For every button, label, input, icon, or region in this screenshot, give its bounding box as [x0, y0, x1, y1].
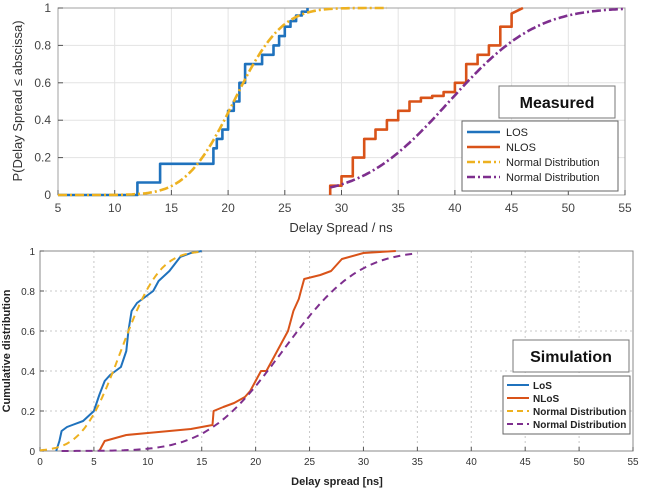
- simulation-x-tick-label: 5: [91, 457, 97, 468]
- simulation-series-los-0: [55, 250, 202, 452]
- legend-label-normal-nlos: Normal Distribution: [506, 172, 600, 184]
- simulation-y-tick-label: 0.6: [21, 327, 35, 338]
- measured-x-tick-label: 10: [108, 201, 122, 215]
- legend-label-normal-los-sim: Normal Distribution: [533, 407, 626, 418]
- measured-y-label: P(Delay Spread ≤ abscissa): [10, 20, 25, 181]
- measured-x-tick-label: 40: [448, 201, 462, 215]
- simulation-x-tick-label: 30: [358, 457, 370, 468]
- measured-x-ticks: 5 10 15 20 25 30 35 40 45 50 55: [55, 190, 632, 215]
- measured-y-tick-label: 1: [44, 1, 51, 15]
- measured-x-tick-label: 15: [165, 201, 179, 215]
- legend-label-nlos: NLOS: [506, 142, 536, 154]
- simulation-x-tick-label: 35: [412, 457, 424, 468]
- simulation-y-tick-label: 0: [29, 447, 35, 458]
- simulation-plot-frame: [39, 250, 634, 452]
- measured-y-tick-label: 0.4: [34, 113, 51, 127]
- simulation-y-tick-label: 0.2: [21, 407, 35, 418]
- legend-label-normal-nlos-sim: Normal Distribution: [533, 420, 626, 431]
- measured-series-normal-distribution-2: [58, 6, 387, 197]
- measured-tag: Measured: [520, 95, 595, 112]
- measured-x-tick-label: 45: [505, 201, 519, 215]
- simulation-tag: Simulation: [530, 349, 612, 366]
- simulation-x-tick-label: 55: [627, 457, 639, 468]
- simulation-y-ticks: 0 0.2 0.4 0.6 0.8 1: [21, 247, 44, 458]
- simulation-x-label: Delay spread [ns]: [291, 476, 383, 488]
- simulation-series: [39, 250, 418, 452]
- simulation-x-tick-label: 25: [304, 457, 316, 468]
- simulation-y-tick-label: 1: [29, 247, 35, 258]
- simulation-x-tick-label: 20: [250, 457, 262, 468]
- measured-series-los-0: [58, 8, 309, 197]
- legend-label-nlos-sim: NLoS: [533, 394, 559, 405]
- measured-y-ticks: 0 0.2 0.4 0.6 0.8 1: [34, 1, 63, 202]
- simulation-y-tick-label: 0.4: [21, 367, 35, 378]
- simulation-x-tick-label: 50: [574, 457, 586, 468]
- measured-y-tick-label: 0: [44, 188, 51, 202]
- measured-x-tick-label: 25: [278, 201, 292, 215]
- measured-series-nlos-1: [328, 6, 524, 195]
- measured-y-tick-label: 0.6: [34, 76, 51, 90]
- legend-label-normal-los: Normal Distribution: [506, 157, 600, 169]
- measured-y-tick-label: 0.2: [34, 151, 51, 165]
- measured-x-tick-label: 5: [55, 201, 62, 215]
- measured-chart: 5 10 15 20 25 30 35 40 45 50 55 0 0.2 0.4 0.6 0.8 1 Del…: [10, 1, 632, 235]
- simulation-tag-box: [512, 339, 630, 373]
- simulation-x-tick-label: 10: [142, 457, 154, 468]
- measured-x-tick-label: 20: [221, 201, 235, 215]
- measured-series-normal-distribution-3: [329, 7, 626, 189]
- simulation-legend: LoS NLoS Normal Distribution Normal Dist…: [502, 375, 631, 435]
- measured-x-tick-label: 50: [562, 201, 576, 215]
- measured-x-tick-label: 55: [618, 201, 632, 215]
- simulation-x-tick-label: 45: [520, 457, 532, 468]
- measured-x-tick-label: 30: [335, 201, 349, 215]
- simulation-x-ticks: 0 5 10 15 20 25 30 35 40 45 50 55: [37, 447, 639, 468]
- simulation-series-normal-distribution-2: [39, 250, 202, 452]
- simulation-x-tick-label: 0: [37, 457, 43, 468]
- simulation-x-tick-label: 15: [196, 457, 208, 468]
- measured-legend: LOS NLOS Normal Distribution Normal Dist…: [461, 120, 619, 192]
- measured-x-tick-label: 35: [392, 201, 406, 215]
- simulation-series-nlos-1: [98, 250, 396, 452]
- measured-x-label: Delay Spread / ns: [289, 220, 393, 235]
- simulation-chart: 0 5 10 15 20 25 30 35 40 45 50 55 0 0.2 0.4 0.6 0.8 1 De…: [1, 247, 639, 488]
- measured-series: [58, 6, 626, 197]
- simulation-x-tick-label: 40: [466, 457, 478, 468]
- simulation-series-normal-distribution-3: [61, 252, 418, 452]
- simulation-y-tick-label: 0.8: [21, 287, 35, 298]
- measured-y-tick-label: 0.8: [34, 38, 51, 52]
- measured-tag-box: [498, 85, 616, 119]
- legend-label-los-sim: LoS: [533, 381, 552, 392]
- simulation-y-label: Cumulative distribution: [1, 289, 13, 412]
- legend-label-los: LOS: [506, 127, 528, 139]
